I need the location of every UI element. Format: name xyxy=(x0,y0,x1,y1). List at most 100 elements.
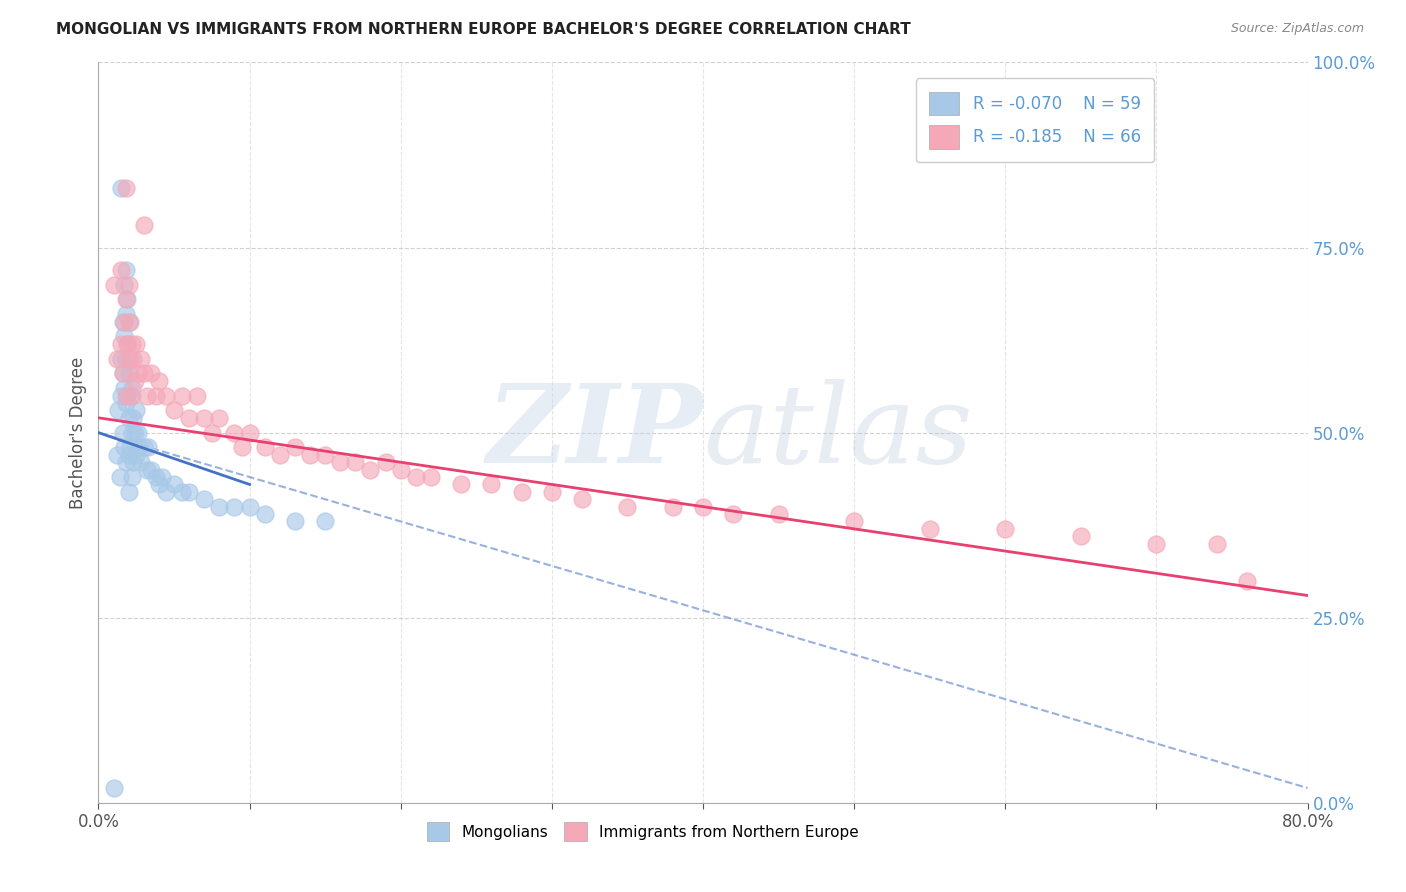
Point xyxy=(115,388,138,402)
Point xyxy=(120,388,142,402)
Point xyxy=(114,293,136,307)
Point xyxy=(122,351,145,366)
Point xyxy=(108,470,131,484)
Point xyxy=(163,403,186,417)
Point xyxy=(121,336,143,351)
Point xyxy=(132,367,155,381)
Point xyxy=(118,367,141,381)
Point xyxy=(125,448,148,462)
Point xyxy=(110,262,132,277)
Point xyxy=(114,455,136,469)
Point xyxy=(155,388,177,402)
Point xyxy=(110,388,132,402)
Point xyxy=(510,484,533,499)
Point xyxy=(148,374,170,388)
Point xyxy=(115,336,138,351)
Point xyxy=(121,470,143,484)
Point xyxy=(118,410,141,425)
Text: ZIP: ZIP xyxy=(486,379,703,486)
Point xyxy=(179,410,201,425)
Point xyxy=(141,462,163,476)
Point xyxy=(114,396,136,410)
Point xyxy=(360,462,382,476)
Point xyxy=(405,470,427,484)
Text: MONGOLIAN VS IMMIGRANTS FROM NORTHERN EUROPE BACHELOR'S DEGREE CORRELATION CHART: MONGOLIAN VS IMMIGRANTS FROM NORTHERN EU… xyxy=(56,22,911,37)
Point xyxy=(253,441,276,455)
Legend: Mongolians, Immigrants from Northern Europe: Mongolians, Immigrants from Northern Eur… xyxy=(420,816,865,847)
Point xyxy=(420,470,443,484)
Point xyxy=(120,351,142,366)
Point xyxy=(129,455,152,469)
Point xyxy=(127,367,149,381)
Point xyxy=(121,381,143,395)
Point xyxy=(114,351,136,366)
Point xyxy=(125,403,148,417)
Point xyxy=(110,351,132,366)
Point xyxy=(112,314,135,328)
Point xyxy=(118,351,141,366)
Point xyxy=(121,388,143,402)
Point xyxy=(114,307,136,321)
Point xyxy=(135,388,157,402)
Point xyxy=(127,425,149,440)
Point xyxy=(112,277,135,292)
Text: Source: ZipAtlas.com: Source: ZipAtlas.com xyxy=(1230,22,1364,36)
Y-axis label: Bachelor's Degree: Bachelor's Degree xyxy=(69,357,87,508)
Point xyxy=(112,381,135,395)
Point xyxy=(208,410,231,425)
Point xyxy=(132,441,155,455)
Point xyxy=(155,484,177,499)
Point xyxy=(115,336,138,351)
Point xyxy=(111,425,134,440)
Point xyxy=(661,500,683,514)
Point xyxy=(284,441,307,455)
Point xyxy=(540,484,562,499)
Point xyxy=(269,448,291,462)
Point xyxy=(918,522,941,536)
Point xyxy=(193,492,215,507)
Point xyxy=(723,507,745,521)
Point xyxy=(125,336,148,351)
Point xyxy=(150,470,173,484)
Point xyxy=(145,388,167,402)
Point xyxy=(299,448,322,462)
Point xyxy=(1144,536,1167,550)
Point xyxy=(128,441,150,455)
Point xyxy=(692,500,714,514)
Point xyxy=(616,500,638,514)
Point xyxy=(844,515,866,529)
Point xyxy=(111,367,134,381)
Point xyxy=(120,441,142,455)
Point xyxy=(107,403,129,417)
Point xyxy=(768,507,790,521)
Point xyxy=(105,448,128,462)
Point xyxy=(1206,536,1229,550)
Point xyxy=(224,500,246,514)
Point xyxy=(105,351,128,366)
Point xyxy=(201,425,224,440)
Point xyxy=(118,314,141,328)
Point xyxy=(1236,574,1258,588)
Point xyxy=(136,441,159,455)
Point xyxy=(170,388,193,402)
Point xyxy=(103,780,125,795)
Point xyxy=(481,477,503,491)
Point xyxy=(239,425,262,440)
Point xyxy=(114,181,136,195)
Point xyxy=(135,462,157,476)
Point xyxy=(118,277,141,292)
Point xyxy=(118,484,141,499)
Point xyxy=(344,455,367,469)
Point xyxy=(111,367,134,381)
Point xyxy=(450,477,472,491)
Point xyxy=(110,336,132,351)
Point xyxy=(389,462,412,476)
Point xyxy=(121,425,143,440)
Point xyxy=(129,351,152,366)
Point xyxy=(208,500,231,514)
Point xyxy=(253,507,276,521)
Point xyxy=(112,441,135,455)
Point xyxy=(124,374,146,388)
Point xyxy=(110,181,132,195)
Point xyxy=(124,425,146,440)
